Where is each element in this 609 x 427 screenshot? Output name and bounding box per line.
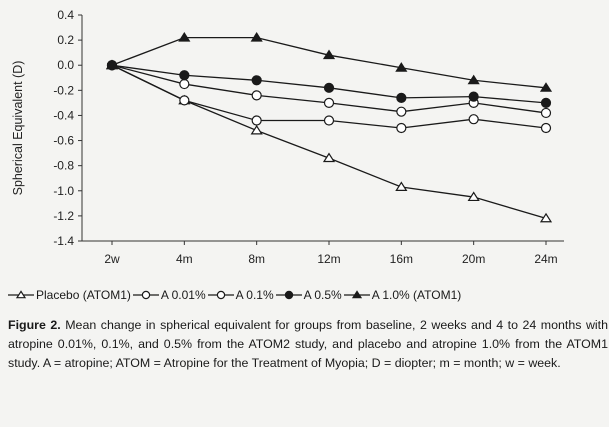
y-tick-label: -1.4: [53, 234, 74, 248]
caption-text: Mean change in spherical equivalent for …: [8, 318, 608, 370]
y-tick-label: 0.0: [57, 58, 74, 72]
data-point: [539, 82, 553, 92]
data-point: [322, 49, 336, 60]
caption-label: Figure 2.: [8, 318, 61, 332]
x-tick-label: 16m: [390, 252, 413, 266]
data-point: [178, 31, 191, 42]
legend-label: A 0.1%: [235, 288, 274, 302]
x-tick-label: 4m: [176, 252, 193, 266]
data-point: [323, 82, 335, 93]
series-line: [111, 36, 547, 89]
data-point: [323, 115, 335, 126]
legend-marker: [141, 290, 151, 300]
y-tick-label: 0.4: [57, 8, 74, 22]
legend-label: A 0.01%: [160, 288, 206, 302]
data-point: [540, 122, 552, 134]
legend-swatch: [132, 290, 159, 300]
y-tick-label: -0.8: [53, 159, 74, 173]
data-point: [467, 191, 480, 202]
figure-caption: Figure 2. Mean change in spherical equiv…: [8, 316, 608, 373]
legend-swatch: [343, 290, 370, 299]
data-point: [467, 74, 480, 85]
y-tick-label: 0.2: [57, 33, 74, 47]
data-point: [395, 181, 408, 191]
data-point: [395, 62, 408, 72]
data-point: [179, 70, 190, 81]
y-tick-label: -1.0: [53, 184, 74, 198]
x-tick-label: 12m: [317, 252, 340, 266]
data-point: [251, 90, 262, 101]
legend-marker: [351, 290, 362, 299]
legend-item: A 0.1%: [207, 288, 274, 302]
legend-item: A 1.0% (ATOM1): [343, 288, 462, 302]
line-chart: 0.4 0.2 0.0 -0.2 -0.4 -0.6 -0.8 -1.0 -1.2 -1.4 2w 4…: [11, 8, 564, 266]
y-tick-label: -0.2: [53, 83, 74, 97]
y-tick-label: -0.6: [53, 134, 74, 148]
legend-marker: [15, 290, 27, 299]
data-point: [468, 91, 479, 102]
data-point: [539, 212, 553, 223]
y-axis-title: Spherical Equivalent (D): [11, 61, 25, 196]
x-tick-label: 20m: [462, 252, 485, 266]
y-tick-label: -0.4: [53, 108, 74, 122]
y-tick-label: -1.2: [53, 209, 74, 223]
legend-marker: [216, 290, 225, 300]
data-point: [322, 152, 336, 163]
legend-item: A 0.5%: [275, 288, 342, 302]
legend-marker: [284, 290, 293, 300]
data-point: [179, 78, 190, 90]
data-point: [179, 95, 190, 106]
chart-series: [105, 31, 553, 223]
legend-item: A 0.01%: [132, 288, 206, 302]
series-4: [105, 31, 553, 92]
data-point: [323, 97, 335, 108]
chart-axes: 0.4 0.2 0.0 -0.2 -0.4 -0.6 -0.8 -1.0 -1.2 -1.4 2w 4…: [53, 8, 564, 266]
data-point: [250, 124, 263, 135]
chart-legend: Placebo (ATOM1) A 0.01% A 0.1% A 0.5% A 1.0%…: [8, 288, 608, 302]
series-1: [106, 60, 552, 134]
data-point: [250, 31, 263, 42]
data-point: [251, 115, 262, 126]
legend-label: A 1.0% (ATOM1): [371, 288, 462, 302]
x-tick-label: 8m: [248, 252, 265, 266]
data-point: [396, 122, 407, 134]
data-point: [540, 97, 552, 108]
legend-item: Placebo (ATOM1): [8, 288, 131, 302]
data-point: [105, 59, 119, 70]
legend-swatch: [8, 290, 34, 299]
data-point: [540, 107, 552, 119]
data-point: [251, 75, 262, 86]
data-point: [396, 106, 407, 117]
x-tick-label: 24m: [534, 252, 557, 266]
legend-label: A 0.5%: [303, 288, 342, 302]
legend-swatch: [207, 290, 234, 300]
x-tick-label: 2w: [104, 252, 120, 266]
data-point: [396, 92, 407, 103]
data-point: [468, 114, 479, 125]
legend-label: Placebo (ATOM1): [36, 288, 131, 302]
legend-swatch: [275, 290, 302, 300]
